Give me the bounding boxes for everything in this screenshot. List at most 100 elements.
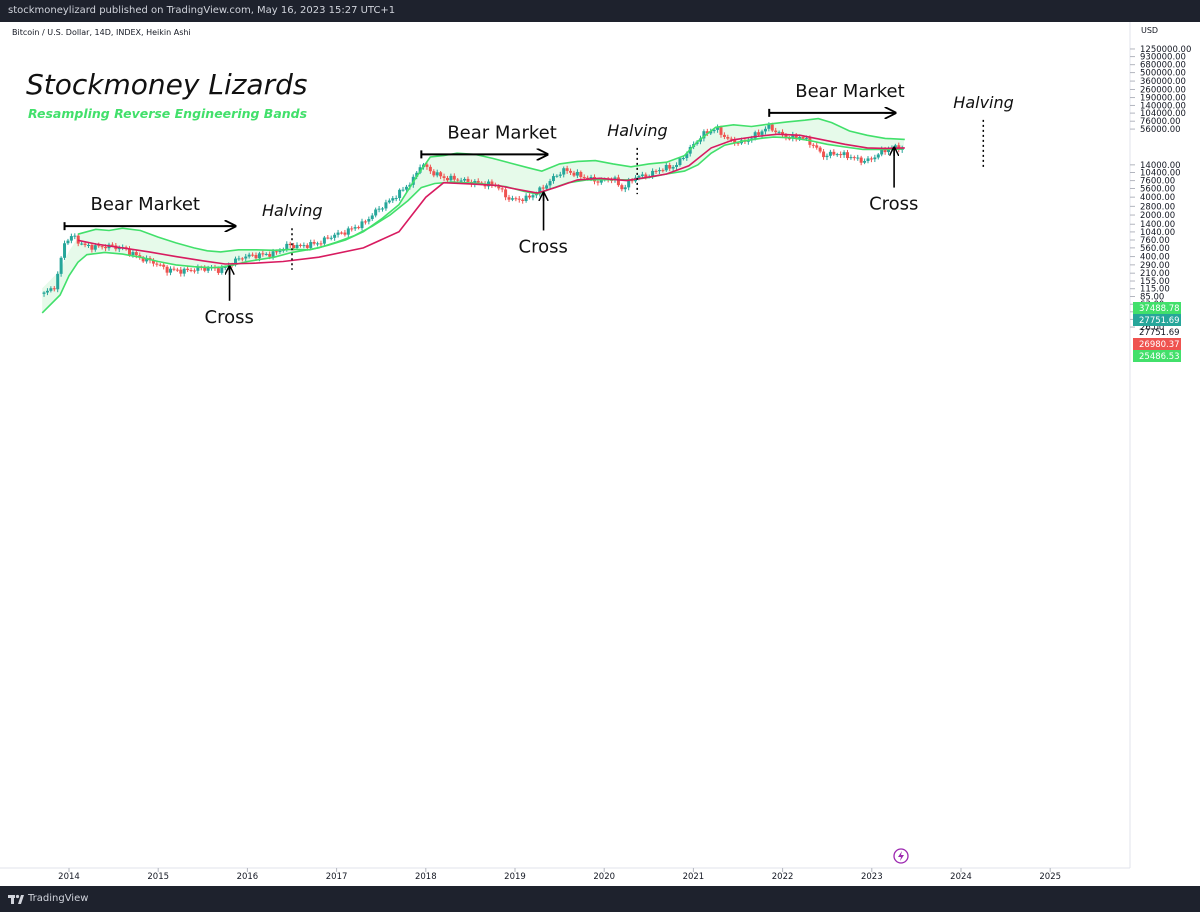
- y-tick-label: 2000.00: [1140, 211, 1175, 221]
- y-tick-label: 1250000.00: [1140, 45, 1191, 55]
- candle-body: [664, 165, 668, 171]
- candle-body: [835, 154, 839, 156]
- y-tick-label: 140000.00: [1140, 101, 1186, 111]
- y-tick-label: 760.00: [1140, 236, 1170, 246]
- y-tick-label: 500000.00: [1140, 69, 1186, 79]
- bear-market-label: Bear Market: [91, 194, 200, 215]
- x-tick-label: 2016: [237, 872, 259, 882]
- candle-body: [678, 158, 682, 165]
- price-badge: [1133, 350, 1181, 362]
- candle-body: [781, 131, 785, 136]
- candle-body: [681, 158, 685, 160]
- candle-body: [777, 131, 781, 133]
- candle-body: [353, 227, 357, 229]
- candle-body: [774, 130, 778, 133]
- candle-body: [753, 132, 757, 139]
- tradingview-logo-icon: [8, 894, 24, 904]
- candle-body: [97, 245, 101, 247]
- candle-body: [233, 258, 237, 266]
- mid-line: [77, 133, 905, 265]
- candle-body: [579, 171, 583, 177]
- x-tick-label: 2025: [1039, 872, 1061, 882]
- candle-body: [849, 157, 853, 159]
- y-tick-label: 14000.00: [1140, 161, 1181, 171]
- y-tick-label: 560.00: [1140, 244, 1170, 254]
- candle-body: [866, 158, 870, 161]
- candle-body: [73, 235, 77, 237]
- y-tick-label: 7600.00: [1140, 177, 1175, 187]
- candle-body: [818, 147, 822, 152]
- candle-body: [343, 232, 347, 235]
- candle-body: [839, 154, 843, 156]
- candle-body: [876, 154, 880, 158]
- candle-body: [880, 149, 884, 155]
- lightning-icon-bolt: [898, 851, 904, 861]
- candle-body: [709, 131, 713, 134]
- candle-body: [151, 260, 155, 264]
- y-tick-label: 930000.00: [1140, 53, 1186, 63]
- candle-body: [445, 177, 449, 181]
- candle-body: [528, 195, 532, 198]
- candle-body: [524, 195, 528, 201]
- lightning-icon[interactable]: [893, 848, 909, 864]
- tradingview-name: TradingView: [28, 893, 89, 904]
- candle-body: [292, 245, 296, 248]
- y-tick-label: 2800.00: [1140, 202, 1175, 212]
- candle-body: [309, 242, 313, 248]
- candle-body: [244, 256, 248, 259]
- y-tick-label: 1040.00: [1140, 228, 1175, 238]
- candle-body: [545, 185, 549, 189]
- y-tick-label: 680000.00: [1140, 61, 1186, 71]
- candle-body: [582, 176, 586, 178]
- candle-body: [381, 208, 385, 210]
- candle-body: [521, 199, 525, 201]
- candle-body: [100, 246, 104, 248]
- cross-label: Cross: [205, 307, 254, 328]
- candle-body: [548, 181, 552, 186]
- price-badge-label: 27751.69: [1139, 316, 1180, 326]
- price-badge-label: 25486.53: [1139, 352, 1180, 362]
- x-tick-label: 2017: [326, 872, 348, 882]
- band-lower-line: [41, 136, 904, 314]
- candle-body: [247, 254, 251, 257]
- price-chart[interactable]: Bear Market Bear Market Bear Market Halving…: [0, 22, 1200, 886]
- candle-body: [497, 185, 501, 189]
- candle-body: [517, 198, 521, 200]
- candle-body: [490, 181, 494, 186]
- candle-body: [93, 245, 97, 250]
- candle-body: [329, 237, 333, 239]
- candle-body: [562, 168, 566, 175]
- candle-body: [326, 237, 330, 239]
- candle-body: [476, 180, 480, 183]
- candle-body: [169, 268, 173, 273]
- y-tick-label: 10400.00: [1140, 169, 1181, 179]
- candle-body: [651, 170, 655, 177]
- candle-body: [757, 132, 761, 135]
- price-axis-bg: [1130, 22, 1200, 886]
- candle-body: [172, 268, 176, 270]
- candle-body: [384, 202, 388, 209]
- candle-body: [80, 243, 84, 245]
- candle-body: [285, 243, 289, 249]
- y-tick-label: 1400.00: [1140, 220, 1175, 230]
- candle-body: [322, 237, 326, 244]
- candle-body: [398, 189, 402, 199]
- symbol-info: Bitcoin / U.S. Dollar, 14D, INDEX, Heiki…: [12, 28, 191, 37]
- candle-body: [811, 144, 815, 146]
- candle-body: [794, 134, 798, 139]
- candle-body: [685, 153, 689, 159]
- candle-body: [377, 208, 381, 210]
- candle-body: [675, 164, 679, 167]
- candle-body: [196, 267, 200, 271]
- candle-body: [729, 138, 733, 140]
- candle-body: [66, 240, 70, 244]
- candle-body: [449, 175, 453, 181]
- halving-label: Halving: [262, 201, 323, 220]
- price-badge: [1133, 314, 1181, 326]
- candle-body: [240, 258, 244, 260]
- x-tick-label: 2021: [683, 872, 705, 882]
- currency-label: USD: [1141, 26, 1158, 35]
- candle-body: [828, 151, 832, 156]
- candle-body: [442, 176, 446, 178]
- candle-body: [668, 165, 672, 169]
